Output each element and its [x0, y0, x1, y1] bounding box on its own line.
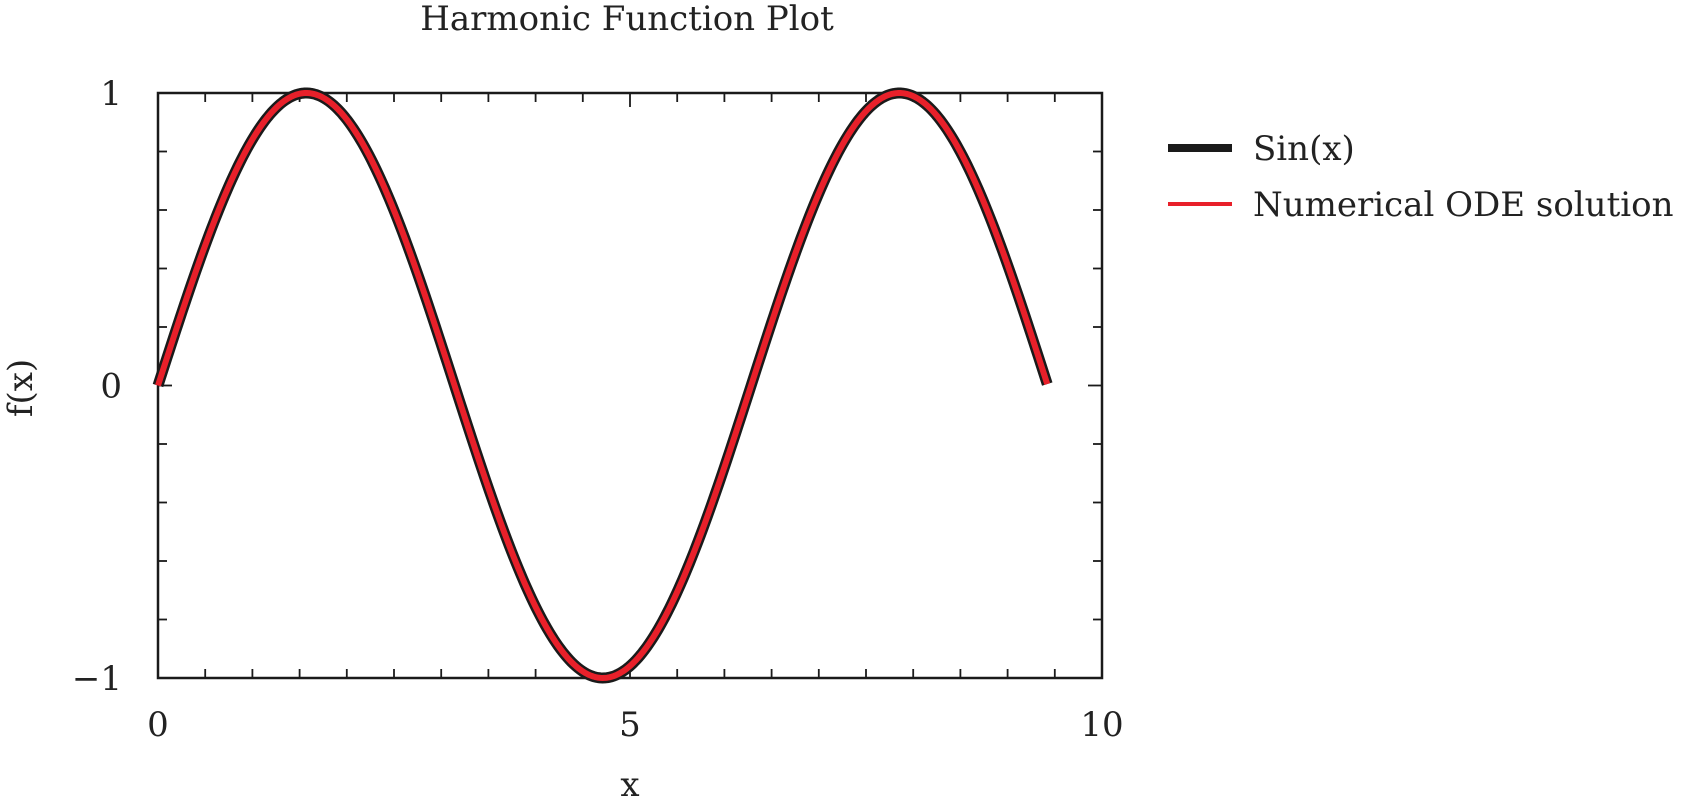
- x-tick-labels: 0 5 10: [147, 705, 1123, 745]
- series-line-ode: [155, 90, 1051, 681]
- legend-label: Numerical ODE solution: [1253, 185, 1673, 225]
- y-tick-label: 0: [100, 367, 122, 407]
- series-lines: [152, 87, 1053, 684]
- plot-frame: [156, 91, 1104, 680]
- axis-ticks: [157, 92, 1103, 679]
- legend-label: Sin(x): [1253, 129, 1355, 169]
- plot-area: [152, 87, 1104, 684]
- y-tick-label: −1: [72, 659, 122, 699]
- legend: Sin(x) Numerical ODE solution: [1168, 129, 1673, 225]
- x-tick-label: 0: [147, 705, 169, 745]
- x-tick-label: 5: [619, 705, 641, 745]
- y-axis-label: f(x): [1, 359, 41, 417]
- y-tick-label: 1: [100, 74, 122, 114]
- x-axis-label: x: [620, 765, 639, 800]
- y-tick-labels: −1 0 1: [72, 74, 122, 699]
- series-line-sin: [152, 87, 1053, 684]
- chart-title: Harmonic Function Plot: [420, 0, 834, 39]
- x-tick-label: 10: [1080, 705, 1123, 745]
